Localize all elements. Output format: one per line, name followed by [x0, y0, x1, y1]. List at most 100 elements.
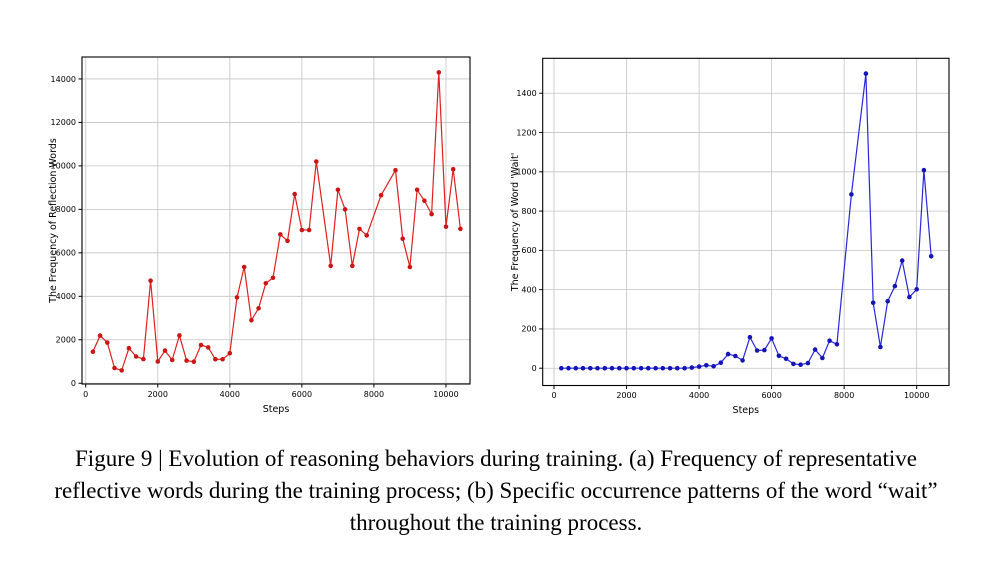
data-point — [878, 344, 883, 350]
data-point — [299, 227, 305, 233]
x-tick-label: 0 — [551, 391, 556, 400]
data-point — [638, 365, 644, 371]
caption-line-3: throughout the training process. — [349, 510, 643, 535]
data-point — [342, 207, 348, 212]
data-point — [791, 361, 796, 367]
data-point — [776, 353, 782, 359]
data-point — [624, 365, 629, 371]
data-point — [256, 306, 261, 311]
x-tick-label: 6000 — [292, 390, 312, 399]
data-point — [595, 365, 600, 371]
y-tick-label: 14000 — [51, 75, 76, 84]
x-tick-label: 4000 — [689, 391, 709, 400]
data-point — [227, 350, 233, 356]
data-point — [834, 342, 840, 347]
data-point — [335, 187, 341, 193]
data-point — [148, 278, 153, 284]
data-point — [675, 365, 680, 371]
x-tick-label: 2000 — [148, 390, 168, 399]
x-axis-label: Steps — [263, 404, 290, 415]
x-tick-label: 8000 — [364, 390, 384, 399]
y-tick-label: 0 — [71, 379, 76, 388]
x-tick-label: 0 — [83, 390, 88, 399]
data-point — [393, 167, 398, 173]
data-point — [306, 227, 312, 233]
data-point — [573, 365, 579, 371]
data-point — [292, 191, 298, 197]
data-point — [162, 348, 168, 353]
data-point — [682, 365, 687, 371]
data-point — [314, 159, 319, 164]
y-tick-label: 10000 — [51, 162, 76, 171]
plot-background — [82, 57, 470, 384]
x-axis-label: Steps — [733, 405, 760, 416]
y-tick-label: 0 — [532, 364, 537, 373]
plot-background — [542, 58, 949, 386]
data-point — [602, 365, 608, 371]
data-point — [740, 358, 745, 363]
data-point — [400, 236, 406, 241]
wait-word-chart: 0 2000 4000 6000 8000 10000 0 200 400 600 800 1000 1… — [510, 57, 950, 416]
data-point — [588, 365, 593, 371]
data-point — [119, 368, 124, 373]
data-point — [184, 358, 189, 363]
y-axis-label: The Frequency of Word 'Wait' — [510, 153, 521, 293]
figure-caption: Figure 9 | Evolution of reasoning behavi… — [0, 443, 992, 539]
data-point — [328, 263, 334, 269]
data-point — [667, 365, 673, 371]
data-point — [97, 333, 103, 338]
data-point — [921, 167, 927, 173]
data-point — [443, 224, 449, 229]
data-point — [725, 351, 731, 357]
data-point — [169, 357, 175, 363]
series-markers — [90, 70, 463, 373]
data-point — [414, 187, 420, 193]
data-point — [747, 334, 753, 340]
y-tick-label: 1400 — [516, 89, 536, 98]
data-point — [689, 365, 695, 370]
y-tick-label: 12000 — [51, 118, 76, 127]
data-point — [711, 364, 716, 369]
data-point — [450, 166, 456, 172]
data-point — [812, 347, 818, 352]
data-point — [350, 263, 355, 269]
y-tick-label: 2000 — [56, 336, 76, 345]
charts-row: 0 2000 4000 6000 8000 10000 0 2000 4000 6000 8000 1… — [48, 56, 950, 416]
data-point — [820, 355, 825, 361]
data-point — [436, 70, 442, 75]
data-point — [827, 338, 832, 344]
data-point — [660, 365, 666, 371]
data-point — [870, 300, 876, 306]
y-tick-label: 400 — [521, 285, 536, 294]
data-point — [378, 192, 384, 198]
data-point — [899, 258, 905, 263]
data-point — [783, 356, 789, 362]
x-tick-label: 6000 — [761, 391, 781, 400]
x-tick-label: 4000 — [220, 390, 240, 399]
x-tick-label: 10000 — [904, 391, 929, 400]
series-markers — [559, 71, 934, 371]
data-point — [422, 198, 427, 203]
data-point — [213, 357, 218, 362]
data-point — [155, 359, 161, 364]
data-point — [914, 287, 919, 292]
data-point — [357, 226, 362, 232]
data-point — [769, 336, 774, 341]
y-tick-label: 1200 — [516, 128, 536, 137]
tick-marks — [78, 78, 447, 388]
data-point — [285, 238, 290, 244]
caption-line-2: reflective words during the training pro… — [54, 478, 938, 503]
data-point — [718, 360, 724, 366]
data-point — [141, 356, 146, 362]
data-point — [928, 253, 934, 259]
data-point — [631, 365, 637, 371]
y-axis-label: The Frequency of Reflection Words — [48, 138, 59, 304]
data-point — [798, 362, 803, 368]
data-point — [234, 295, 240, 300]
data-point — [191, 359, 197, 365]
data-point — [249, 317, 254, 323]
data-point — [198, 342, 204, 348]
data-point — [805, 360, 811, 366]
data-point — [458, 226, 463, 232]
